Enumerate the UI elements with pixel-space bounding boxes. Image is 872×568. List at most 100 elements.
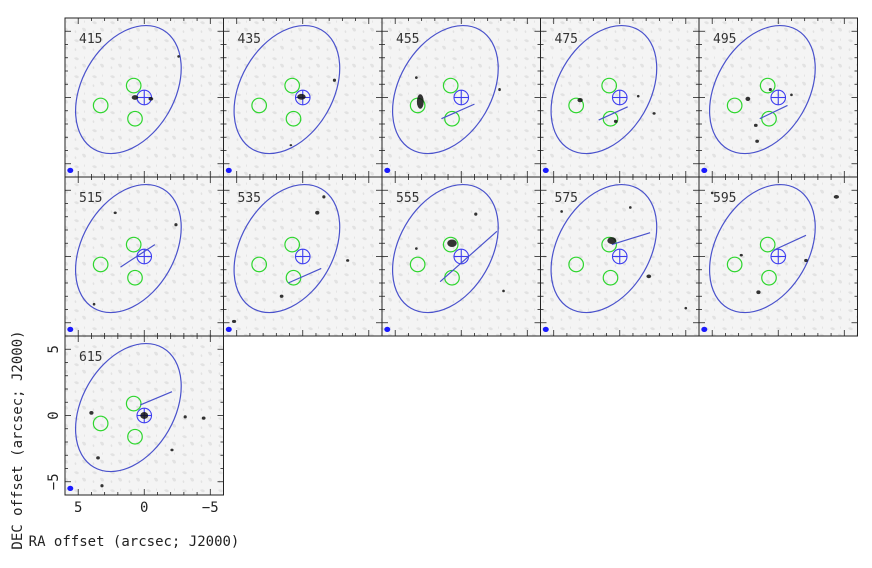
position-angle-line — [287, 267, 322, 284]
source-circle-3 — [761, 269, 777, 286]
source-circle-3 — [602, 110, 619, 127]
emission-contour-2 — [474, 212, 478, 216]
source-circle-3 — [127, 110, 143, 127]
emission-contour-3 — [498, 87, 501, 92]
axes-layer: DEC offset (arcsec; J2000) RA offset (ar… — [10, 330, 239, 550]
emission-contour-2 — [174, 223, 178, 227]
y-tick-label: 5 — [46, 345, 62, 353]
position-angle-line — [611, 232, 651, 246]
emission-contour-3 — [415, 247, 418, 250]
emission-contour-2 — [332, 78, 337, 82]
source-circle-2 — [759, 77, 776, 94]
emission-contour-5 — [96, 456, 100, 460]
position-angle-line — [140, 391, 173, 406]
emission-contour-4 — [502, 289, 505, 293]
beam-marker — [542, 167, 549, 173]
source-circle-2 — [125, 395, 142, 412]
channel-panel-495: 495 — [698, 17, 858, 178]
emission-contour-3 — [177, 55, 180, 58]
beam-ellipse — [74, 342, 182, 473]
emission-contour-2 — [148, 96, 154, 101]
x-tick-label: 0 — [140, 500, 148, 516]
source-circle-1 — [92, 256, 109, 273]
emission-contour-1 — [607, 237, 617, 245]
position-angle-line — [439, 230, 498, 283]
emission-contour-1 — [131, 95, 139, 100]
emission-contour-2 — [279, 294, 284, 298]
beam-marker — [225, 167, 232, 173]
channel-panel-475: 475 — [540, 17, 700, 178]
source-circle-2 — [284, 77, 301, 94]
emission-contour-1 — [113, 211, 117, 215]
emission-contour-1 — [297, 93, 306, 100]
channel-label: 595 — [713, 191, 736, 206]
source-circle-1 — [92, 97, 109, 114]
emission-contour-5 — [739, 253, 743, 257]
source-circle-2 — [125, 77, 142, 94]
x-axis-label: RA offset (arcsec; J2000) — [29, 534, 240, 550]
source-circle-1 — [251, 97, 268, 114]
emission-contour-3 — [652, 112, 656, 115]
source-circle-3 — [444, 110, 460, 127]
emission-contour-5 — [790, 93, 793, 97]
emission-contour-5 — [684, 306, 688, 310]
y-axis-label: DEC offset (arcsec; J2000) — [10, 330, 26, 549]
channel-panel-575: 575 — [540, 176, 700, 337]
beam-marker — [67, 485, 74, 491]
emission-contour-4 — [201, 416, 206, 420]
beam-marker — [225, 326, 232, 332]
y-tick-label: −5 — [46, 473, 62, 490]
channel-panel-515: 515 — [64, 176, 224, 337]
source-circle-1 — [568, 97, 585, 114]
channel-label: 435 — [238, 32, 261, 47]
position-angle-line — [598, 106, 628, 121]
emission-contour-3 — [92, 302, 96, 306]
emission-contour-4 — [768, 87, 772, 92]
emission-contour-2 — [415, 76, 418, 79]
beam-ellipse — [708, 24, 816, 155]
emission-contour-2 — [613, 119, 618, 123]
source-circle-1 — [726, 256, 743, 273]
source-circle-1 — [251, 256, 268, 273]
channel-label: 415 — [79, 32, 102, 47]
beam-marker — [384, 167, 391, 173]
emission-contour-2 — [753, 123, 758, 127]
emission-contour-4 — [636, 94, 640, 98]
beam-marker — [701, 167, 708, 173]
x-tick-label: 5 — [74, 500, 82, 516]
emission-contour-4 — [560, 210, 563, 213]
emission-contour-1 — [745, 96, 751, 101]
source-circle-2 — [125, 236, 142, 253]
source-circle-3 — [602, 269, 619, 286]
beam-ellipse — [74, 24, 182, 155]
channel-panel-535: 535 — [223, 176, 383, 337]
channel-label: 495 — [713, 32, 736, 47]
beam-ellipse — [708, 183, 816, 314]
emission-contour-1 — [447, 239, 457, 247]
channel-label: 475 — [555, 32, 578, 47]
emission-contour-5 — [322, 195, 326, 199]
channel-panel-455: 455 — [381, 17, 541, 178]
source-circle-3 — [285, 110, 302, 127]
position-angle-line — [441, 103, 475, 120]
beam-ellipse — [391, 24, 499, 155]
source-circle-2 — [442, 236, 459, 253]
emission-contour-4 — [710, 191, 714, 195]
emission-contour-7 — [100, 484, 104, 488]
channel-label: 535 — [238, 191, 261, 206]
beam-marker — [701, 326, 708, 332]
emission-contour-3 — [346, 259, 350, 262]
y-tick-label: 0 — [46, 411, 62, 419]
channel-label: 515 — [79, 191, 102, 206]
emission-contour-1 — [577, 98, 583, 103]
emission-contour-2 — [646, 274, 652, 279]
emission-contour-1 — [756, 290, 761, 295]
source-circle-3 — [761, 110, 777, 127]
emission-contour-3 — [289, 144, 293, 147]
source-circle-2 — [284, 236, 301, 253]
beam-ellipse — [550, 183, 658, 314]
beam-ellipse — [74, 183, 182, 314]
channel-panel-415: 415 — [64, 17, 224, 178]
channel-label: 575 — [555, 191, 578, 206]
channel-label: 555 — [396, 191, 419, 206]
